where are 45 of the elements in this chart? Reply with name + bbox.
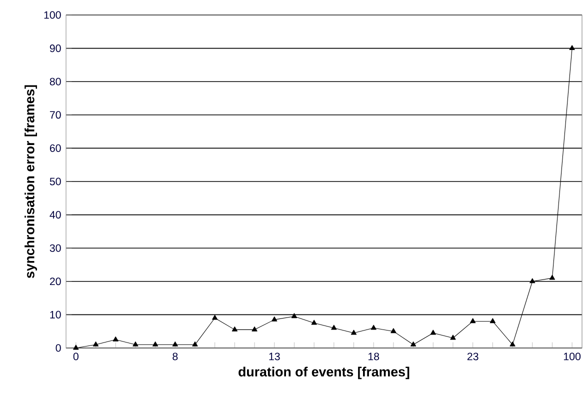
point [291,313,298,318]
point [172,341,178,346]
x-tick-label: 100 [564,352,581,360]
y-tick-label: 10 [50,310,61,318]
x-tick-label: 18 [368,352,380,360]
point [192,341,198,346]
y-tick-label: 40 [50,211,61,219]
y-tick-label: 30 [50,244,61,252]
point [569,45,575,50]
point [390,328,396,334]
point [450,334,456,340]
point [272,316,278,322]
y-tick-label: 60 [50,144,61,152]
y-tick-label: 0 [56,344,61,352]
point [112,336,118,342]
y-axis-title: synchronisation error [frames] [24,85,38,278]
point [470,318,476,324]
point [410,341,416,346]
point [311,320,317,325]
point [92,341,99,346]
y-tick-label: 100 [44,11,61,19]
point [510,341,516,346]
point [232,326,238,332]
point [350,330,357,335]
point [331,324,337,330]
y-tick-label: 20 [50,278,61,286]
point [132,341,138,346]
y-tick-label: 90 [50,44,61,52]
y-tick-label: 50 [50,178,61,186]
y-tick-label: 80 [50,78,61,86]
point [152,341,158,346]
point [549,274,556,280]
x-tick-label: 23 [467,352,478,360]
point [252,326,258,332]
x-axis-title: duration of events [frames] [238,366,410,380]
point [490,318,496,324]
x-tick-label: 0 [73,352,78,360]
point [212,314,218,320]
point [430,330,436,335]
y-tick-label: 70 [50,111,61,119]
x-tick-label: 8 [172,352,178,360]
x-tick-label: 13 [269,352,280,360]
point [370,324,376,330]
point [73,344,79,350]
point [530,278,536,284]
